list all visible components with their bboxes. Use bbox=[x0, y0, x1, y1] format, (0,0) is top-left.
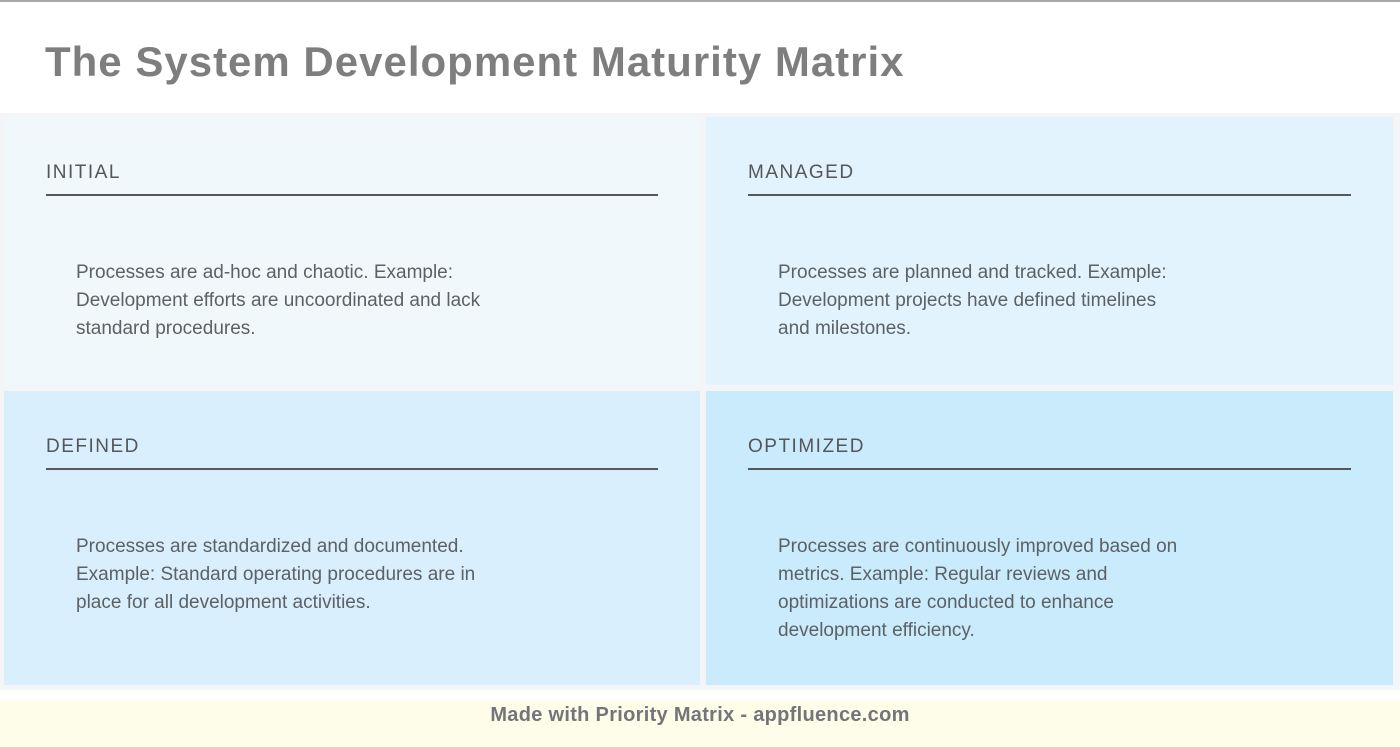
quadrant-optimized-description: Processes are continuously improved base… bbox=[778, 536, 1178, 641]
quadrant-initial-description: Processes are ad-hoc and chaotic. Exampl… bbox=[76, 262, 481, 339]
quadrant-defined-description: Processes are standardized and documente… bbox=[76, 536, 476, 613]
matrix-grid: INITIAL Processes are ad-hoc and chaotic… bbox=[0, 113, 1400, 690]
footer-credit: Made with Priority Matrix - appfluence.c… bbox=[490, 704, 910, 726]
quadrant-managed: MANAGED Processes are planned and tracke… bbox=[706, 117, 1393, 385]
page-title: The System Development Maturity Matrix bbox=[45, 37, 905, 85]
quadrant-optimized-title: OPTIMIZED bbox=[748, 391, 1351, 470]
page-header: The System Development Maturity Matrix bbox=[0, 2, 1400, 113]
footer-gap-divider bbox=[0, 690, 1400, 700]
quadrant-managed-title: MANAGED bbox=[748, 117, 1351, 196]
quadrant-defined: DEFINED Processes are standardized and d… bbox=[4, 391, 700, 685]
quadrant-initial-title: INITIAL bbox=[46, 117, 658, 196]
quadrant-initial: INITIAL Processes are ad-hoc and chaotic… bbox=[4, 117, 700, 385]
quadrant-managed-description: Processes are planned and tracked. Examp… bbox=[778, 262, 1167, 339]
quadrant-defined-title: DEFINED bbox=[46, 391, 658, 470]
quadrant-optimized: OPTIMIZED Processes are continuously imp… bbox=[706, 391, 1393, 685]
page-footer: Made with Priority Matrix - appfluence.c… bbox=[0, 700, 1400, 747]
